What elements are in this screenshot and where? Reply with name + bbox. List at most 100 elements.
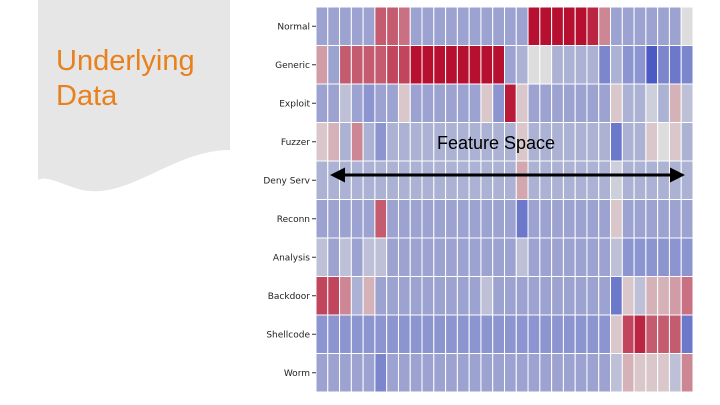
heatmap-cell [468, 6, 482, 46]
heatmap-cell [680, 122, 694, 162]
heatmap-cell [562, 314, 576, 354]
heatmap-cell [527, 276, 541, 316]
heatmap-cell [445, 160, 458, 200]
heatmap-cell [409, 199, 423, 239]
heatmap-cell [350, 276, 364, 316]
heatmap-cell [657, 276, 670, 316]
heatmap-cell [668, 276, 682, 316]
heatmap-cell [539, 83, 553, 123]
heatmap-cell [633, 276, 647, 316]
heatmap-cell [362, 160, 376, 200]
heatmap-cell [456, 83, 470, 123]
heatmap-cell [668, 122, 682, 162]
heatmap-cell [386, 276, 399, 316]
heatmap-cell [327, 199, 341, 239]
heatmap-cell [433, 276, 447, 316]
heatmap-cell [668, 314, 682, 354]
heatmap-cell [645, 314, 659, 354]
heatmap-cell [315, 83, 329, 123]
heatmap-cell [515, 237, 529, 277]
heatmap-cell [445, 199, 458, 239]
heatmap-cell [386, 6, 399, 46]
heatmap-cell [621, 276, 635, 316]
heatmap-cell [445, 83, 458, 123]
heatmap-cell [504, 314, 517, 354]
heatmap-cell [539, 6, 553, 46]
row-label: Exploit [279, 99, 310, 109]
heatmap-cell [515, 276, 529, 316]
heatmap-cell [610, 83, 623, 123]
heatmap-cell [362, 6, 376, 46]
heatmap-cell [421, 122, 435, 162]
heatmap-cell [586, 353, 600, 393]
heatmap-cell [621, 83, 635, 123]
heatmap-cell [456, 314, 470, 354]
heatmap-cell [397, 237, 411, 277]
heatmap-cell [621, 199, 635, 239]
heatmap-cell [598, 276, 612, 316]
heatmap-cell [433, 45, 447, 85]
heatmap-cell [339, 314, 352, 354]
heatmap-cell [315, 160, 329, 200]
heatmap-cell [397, 276, 411, 316]
heatmap-cell [539, 45, 553, 85]
heatmap-cell [421, 353, 435, 393]
heatmap-cell [456, 199, 470, 239]
heatmap-cell [515, 160, 529, 200]
title-banner [0, 0, 230, 192]
heatmap-cell [386, 353, 399, 393]
heatmap-cell [586, 83, 600, 123]
heatmap-cell [327, 83, 341, 123]
heatmap-cell [527, 237, 541, 277]
heatmap-cell [409, 353, 423, 393]
heatmap-cell [539, 314, 553, 354]
heatmap-cell [668, 237, 682, 277]
heatmap-cell [551, 314, 564, 354]
heatmap-cell [421, 199, 435, 239]
heatmap-cell [551, 237, 564, 277]
heatmap-cell [551, 353, 564, 393]
heatmap-cell [327, 276, 341, 316]
heatmap-cell [621, 314, 635, 354]
heatmap-cell [480, 314, 494, 354]
heatmap-cell [539, 160, 553, 200]
heatmap-cell [527, 199, 541, 239]
heatmap-cell [315, 276, 329, 316]
heatmap-cell [397, 45, 411, 85]
heatmap-cell [515, 6, 529, 46]
heatmap-cell [598, 353, 612, 393]
heatmap-cell [492, 276, 505, 316]
heatmap-cell [574, 314, 588, 354]
heatmap-cell [586, 314, 600, 354]
heatmap-cell [527, 45, 541, 85]
heatmap-cell [551, 45, 564, 85]
heatmap-cell [397, 122, 411, 162]
heatmap-cell [362, 83, 376, 123]
heatmap-cell [574, 6, 588, 46]
heatmap-cell [621, 122, 635, 162]
heatmap-cell [551, 276, 564, 316]
heatmap-cell [350, 237, 364, 277]
heatmap-cell [633, 83, 647, 123]
heatmap-cell [374, 276, 388, 316]
heatmap-cell [657, 314, 670, 354]
heatmap-cell [327, 122, 341, 162]
heatmap-cell [362, 199, 376, 239]
heatmap-cell [468, 160, 482, 200]
heatmap-cell [574, 160, 588, 200]
heatmap-cell [421, 237, 435, 277]
heatmap-cell [362, 45, 376, 85]
heatmap-cell [610, 45, 623, 85]
heatmap-cell [480, 6, 494, 46]
heatmap-cell [668, 83, 682, 123]
heatmap-cell [468, 83, 482, 123]
heatmap-cell [657, 353, 670, 393]
heatmap-cell [433, 314, 447, 354]
heatmap-cell [515, 199, 529, 239]
heatmap-cell [397, 160, 411, 200]
heatmap-cell [574, 353, 588, 393]
heatmap-cell [574, 237, 588, 277]
heatmap-cell [315, 314, 329, 354]
heatmap-cell [445, 353, 458, 393]
heatmap-cell [386, 314, 399, 354]
